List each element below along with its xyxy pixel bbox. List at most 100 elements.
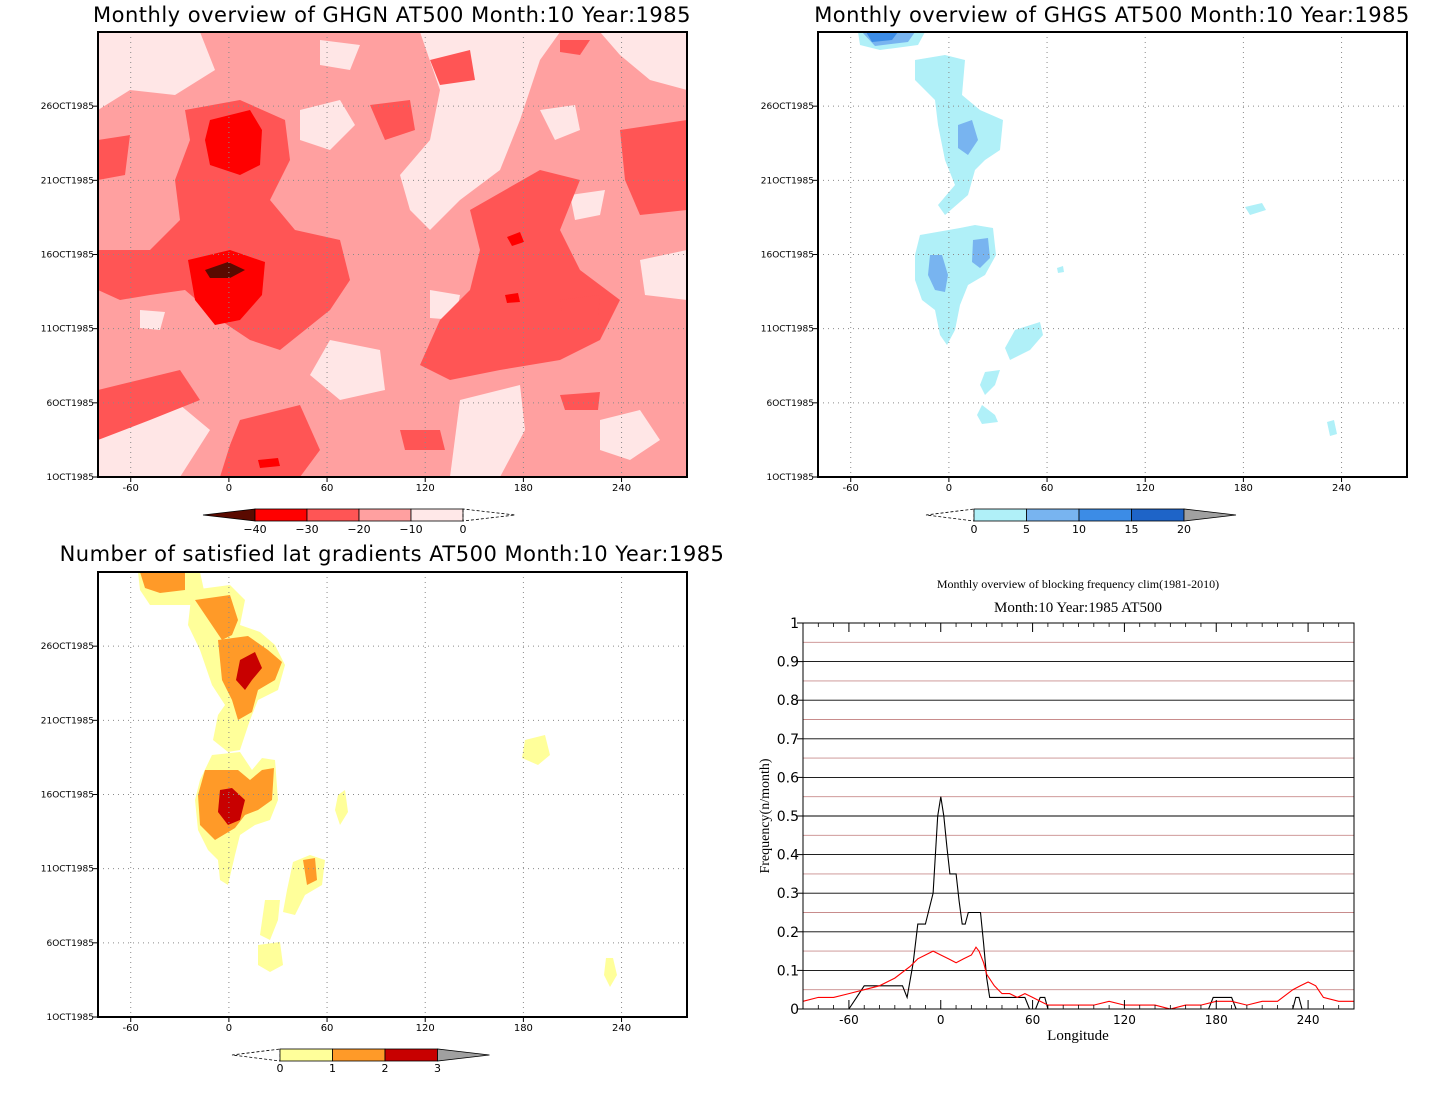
y-tick-label: 11OCT1985 xyxy=(761,325,814,335)
y-tick-label: 0.8 xyxy=(777,693,799,709)
series-line-red xyxy=(802,946,1354,1010)
y-tick-label: 0.6 xyxy=(777,770,799,786)
y-tick-label: 0.7 xyxy=(777,732,799,748)
ghgn-colorbar: −40 −30 −20 −10 0 xyxy=(202,508,516,536)
y-tick-label: 6OCT1985 xyxy=(767,399,815,409)
x-tick-label: 60 xyxy=(321,483,334,494)
colorbar-label: 3 xyxy=(434,1062,441,1075)
chart-gradients-title: Number of satisfied lat gradients AT500 … xyxy=(60,542,725,566)
y-tick-label: 11OCT1985 xyxy=(41,865,94,875)
x-tick-label: 240 xyxy=(1332,483,1351,494)
colorbar-label: −30 xyxy=(295,523,318,536)
y-tick-label: 0.2 xyxy=(777,925,799,941)
x-tick-label: -60 xyxy=(839,1013,859,1027)
x-tick-label: 240 xyxy=(612,483,631,494)
ghgn-contour-mid xyxy=(98,40,687,477)
gradients-axes: -60 0 60 120 180 240 1OCT1985 6OCT1985 11OCT1985… xyxy=(41,642,631,1034)
x-tick-label: 180 xyxy=(514,1023,533,1034)
colorbar-label: −40 xyxy=(243,523,266,536)
blocking-series xyxy=(802,796,1354,1010)
colorbar-end-right xyxy=(462,508,516,522)
grad-contour-3 xyxy=(218,652,262,825)
colorbar-end-left xyxy=(202,508,256,522)
blocking-axes: 0 0.1 0.2 0.3 0.4 0.5 0.6 0.7 0.8 0.9 1 -60 0 60 120 18… xyxy=(777,616,1355,1027)
x-tick-label: 60 xyxy=(1025,1013,1040,1027)
colorbar-swatch xyxy=(410,508,464,522)
y-tick-label: 0.4 xyxy=(777,848,799,864)
chart-ghgn: Monthly overview of GHGN AT500 Month:10 … xyxy=(41,3,691,536)
x-tick-label: 0 xyxy=(226,1023,232,1034)
colorbar-end-right xyxy=(437,1048,490,1062)
ghgn-contour-light xyxy=(98,32,687,477)
y-tick-label: 0.3 xyxy=(777,886,799,902)
colorbar-label: 5 xyxy=(1023,523,1030,536)
y-tick-label: 21OCT1985 xyxy=(761,176,814,186)
colorbar-swatch xyxy=(1026,508,1080,522)
colorbar-swatch xyxy=(358,508,412,522)
chart-ghgs-field xyxy=(818,32,1407,477)
x-tick-label: -60 xyxy=(123,1023,139,1034)
ghgn-contour-strong xyxy=(188,110,524,468)
series-line-black xyxy=(803,796,1354,1010)
y-tick-label: 16OCT1985 xyxy=(41,251,94,261)
x-tick-label: 180 xyxy=(514,483,533,494)
y-tick-label: 1OCT1985 xyxy=(47,473,95,483)
colorbar-label: 10 xyxy=(1072,523,1086,536)
ghgs-axes: -60 0 60 120 180 240 1OCT1985 6OCT1985 11OCT1985… xyxy=(761,102,1351,494)
colorbar-swatch xyxy=(254,508,308,522)
chart-blocking-frequency: Monthly overview of blocking frequency c… xyxy=(758,577,1355,1044)
chart-blocking-title: Monthly overview of blocking frequency c… xyxy=(937,577,1219,591)
y-tick-label: 21OCT1985 xyxy=(41,716,94,726)
chart-gradients-field xyxy=(98,572,687,1017)
colorbar-swatch xyxy=(332,1048,386,1062)
x-tick-label: 240 xyxy=(1297,1013,1320,1027)
y-tick-label: 0.5 xyxy=(777,809,799,825)
colorbar-label: 0 xyxy=(460,523,467,536)
x-tick-label: 60 xyxy=(1041,483,1054,494)
colorbar-label: 1 xyxy=(329,1062,336,1075)
colorbar-end-right xyxy=(1183,508,1237,522)
colorbar-swatch xyxy=(384,1048,438,1062)
x-tick-label: 180 xyxy=(1205,1013,1228,1027)
colorbar-label: 20 xyxy=(1177,523,1191,536)
y-tick-label: 6OCT1985 xyxy=(47,399,95,409)
y-tick-label: 0.1 xyxy=(777,963,799,979)
colorbar-end-left xyxy=(231,1048,281,1062)
y-tick-label: 0 xyxy=(790,1002,799,1018)
chart-ghgs-title: Monthly overview of GHGS AT500 Month:10 … xyxy=(814,3,1410,27)
x-tick-label: 240 xyxy=(612,1023,631,1034)
y-tick-label: 16OCT1985 xyxy=(761,251,814,261)
colorbar-label: 0 xyxy=(277,1062,284,1075)
x-tick-label: 0 xyxy=(937,1013,945,1027)
ghgn-contour-extreme xyxy=(205,262,245,278)
chart-ghgs: Monthly overview of GHGS AT500 Month:10 … xyxy=(761,3,1410,536)
y-tick-label: 26OCT1985 xyxy=(761,102,814,112)
y-tick-label: 21OCT1985 xyxy=(41,176,94,186)
chart-blocking-ylabel: Frequency(n/month) xyxy=(758,758,773,873)
colorbar-label: 2 xyxy=(382,1062,389,1075)
ghgn-axes: -60 0 60 120 180 240 1OCT1985 6OCT1985 11OCT1985… xyxy=(41,102,631,494)
gradients-colorbar: 0 1 2 3 xyxy=(231,1048,490,1075)
colorbar-swatch xyxy=(279,1048,333,1062)
x-tick-label: -60 xyxy=(843,483,859,494)
colorbar-label: −20 xyxy=(347,523,370,536)
x-tick-label: 120 xyxy=(1113,1013,1136,1027)
colorbar-swatch xyxy=(1131,508,1185,522)
x-tick-label: 0 xyxy=(226,483,232,494)
colorbar-label: −10 xyxy=(399,523,422,536)
chart-blocking-subtitle: Month:10 Year:1985 AT500 xyxy=(994,600,1162,616)
y-tick-label: 0.9 xyxy=(777,655,799,671)
colorbar-label: 15 xyxy=(1125,523,1139,536)
x-tick-label: 120 xyxy=(416,483,435,494)
colorbar-swatch xyxy=(306,508,360,522)
ghgs-contour-strong xyxy=(866,32,898,42)
x-tick-label: 120 xyxy=(416,1023,435,1034)
x-tick-label: 120 xyxy=(1136,483,1155,494)
chart-gradients: Number of satisfied lat gradients AT500 … xyxy=(41,542,725,1075)
y-tick-label: 1 xyxy=(790,616,799,632)
colorbar-label: 0 xyxy=(971,523,978,536)
x-tick-label: 0 xyxy=(946,483,952,494)
x-tick-label: 180 xyxy=(1234,483,1253,494)
chart-ghgn-field xyxy=(98,32,687,477)
